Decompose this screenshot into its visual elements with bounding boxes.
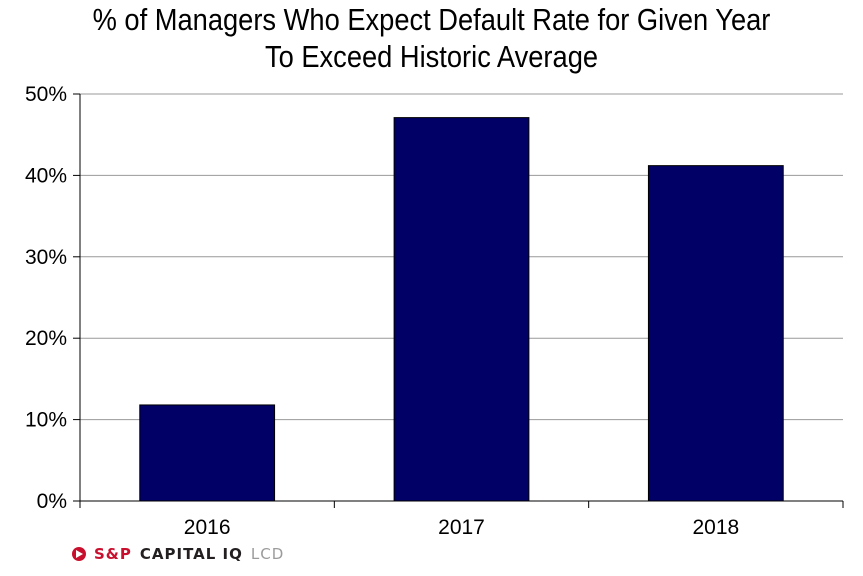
bar-2018 xyxy=(647,165,784,502)
bar-2016 xyxy=(139,404,276,502)
bar-2017 xyxy=(393,117,530,502)
brand-lcd: LCD xyxy=(250,545,285,563)
brand-capital-iq: CAPITAL IQ xyxy=(139,545,243,563)
chart-title-line2: To Exceed Historic Average xyxy=(264,39,599,74)
chart-title-line1: % of Managers Who Expect Default Rate fo… xyxy=(92,2,771,37)
sp-logo-icon xyxy=(72,547,86,561)
footer-logo: S&P CAPITAL IQ LCD xyxy=(72,545,284,563)
y-tick-label: 30% xyxy=(25,246,67,269)
y-tick-label: 20% xyxy=(25,327,67,350)
x-tick-label: 2018 xyxy=(692,516,739,539)
y-tick-label: 50% xyxy=(25,83,67,106)
brand-sp: S&P xyxy=(94,545,132,563)
x-tick-label: 2017 xyxy=(438,516,485,539)
y-tick-label: 40% xyxy=(25,164,67,187)
x-tick-label: 2016 xyxy=(184,516,231,539)
y-tick-label: 10% xyxy=(25,409,67,432)
y-tick-label: 0% xyxy=(37,490,67,513)
